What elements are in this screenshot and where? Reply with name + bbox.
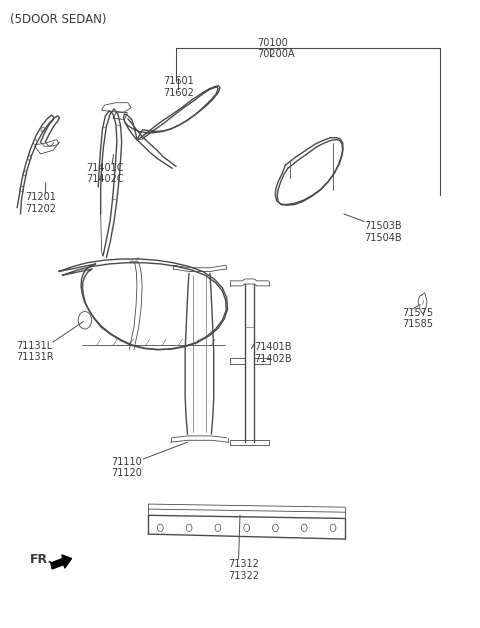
Text: 71401B
71402B: 71401B 71402B	[254, 342, 292, 364]
FancyArrow shape	[51, 555, 72, 569]
Text: (5DOOR SEDAN): (5DOOR SEDAN)	[10, 13, 107, 26]
Text: 71131L
71131R: 71131L 71131R	[16, 341, 53, 362]
Text: 71401C
71402C: 71401C 71402C	[86, 163, 124, 184]
Text: 71110
71120: 71110 71120	[111, 457, 142, 478]
Text: 70100
70200A: 70100 70200A	[257, 38, 294, 59]
Text: FR.: FR.	[30, 553, 53, 566]
Text: 71201
71202: 71201 71202	[25, 192, 56, 214]
Text: 71575
71585: 71575 71585	[402, 308, 433, 329]
Text: 71601
71602: 71601 71602	[163, 77, 193, 98]
Text: 71312
71322: 71312 71322	[228, 559, 259, 581]
Text: 71503B
71504B: 71503B 71504B	[364, 222, 402, 243]
